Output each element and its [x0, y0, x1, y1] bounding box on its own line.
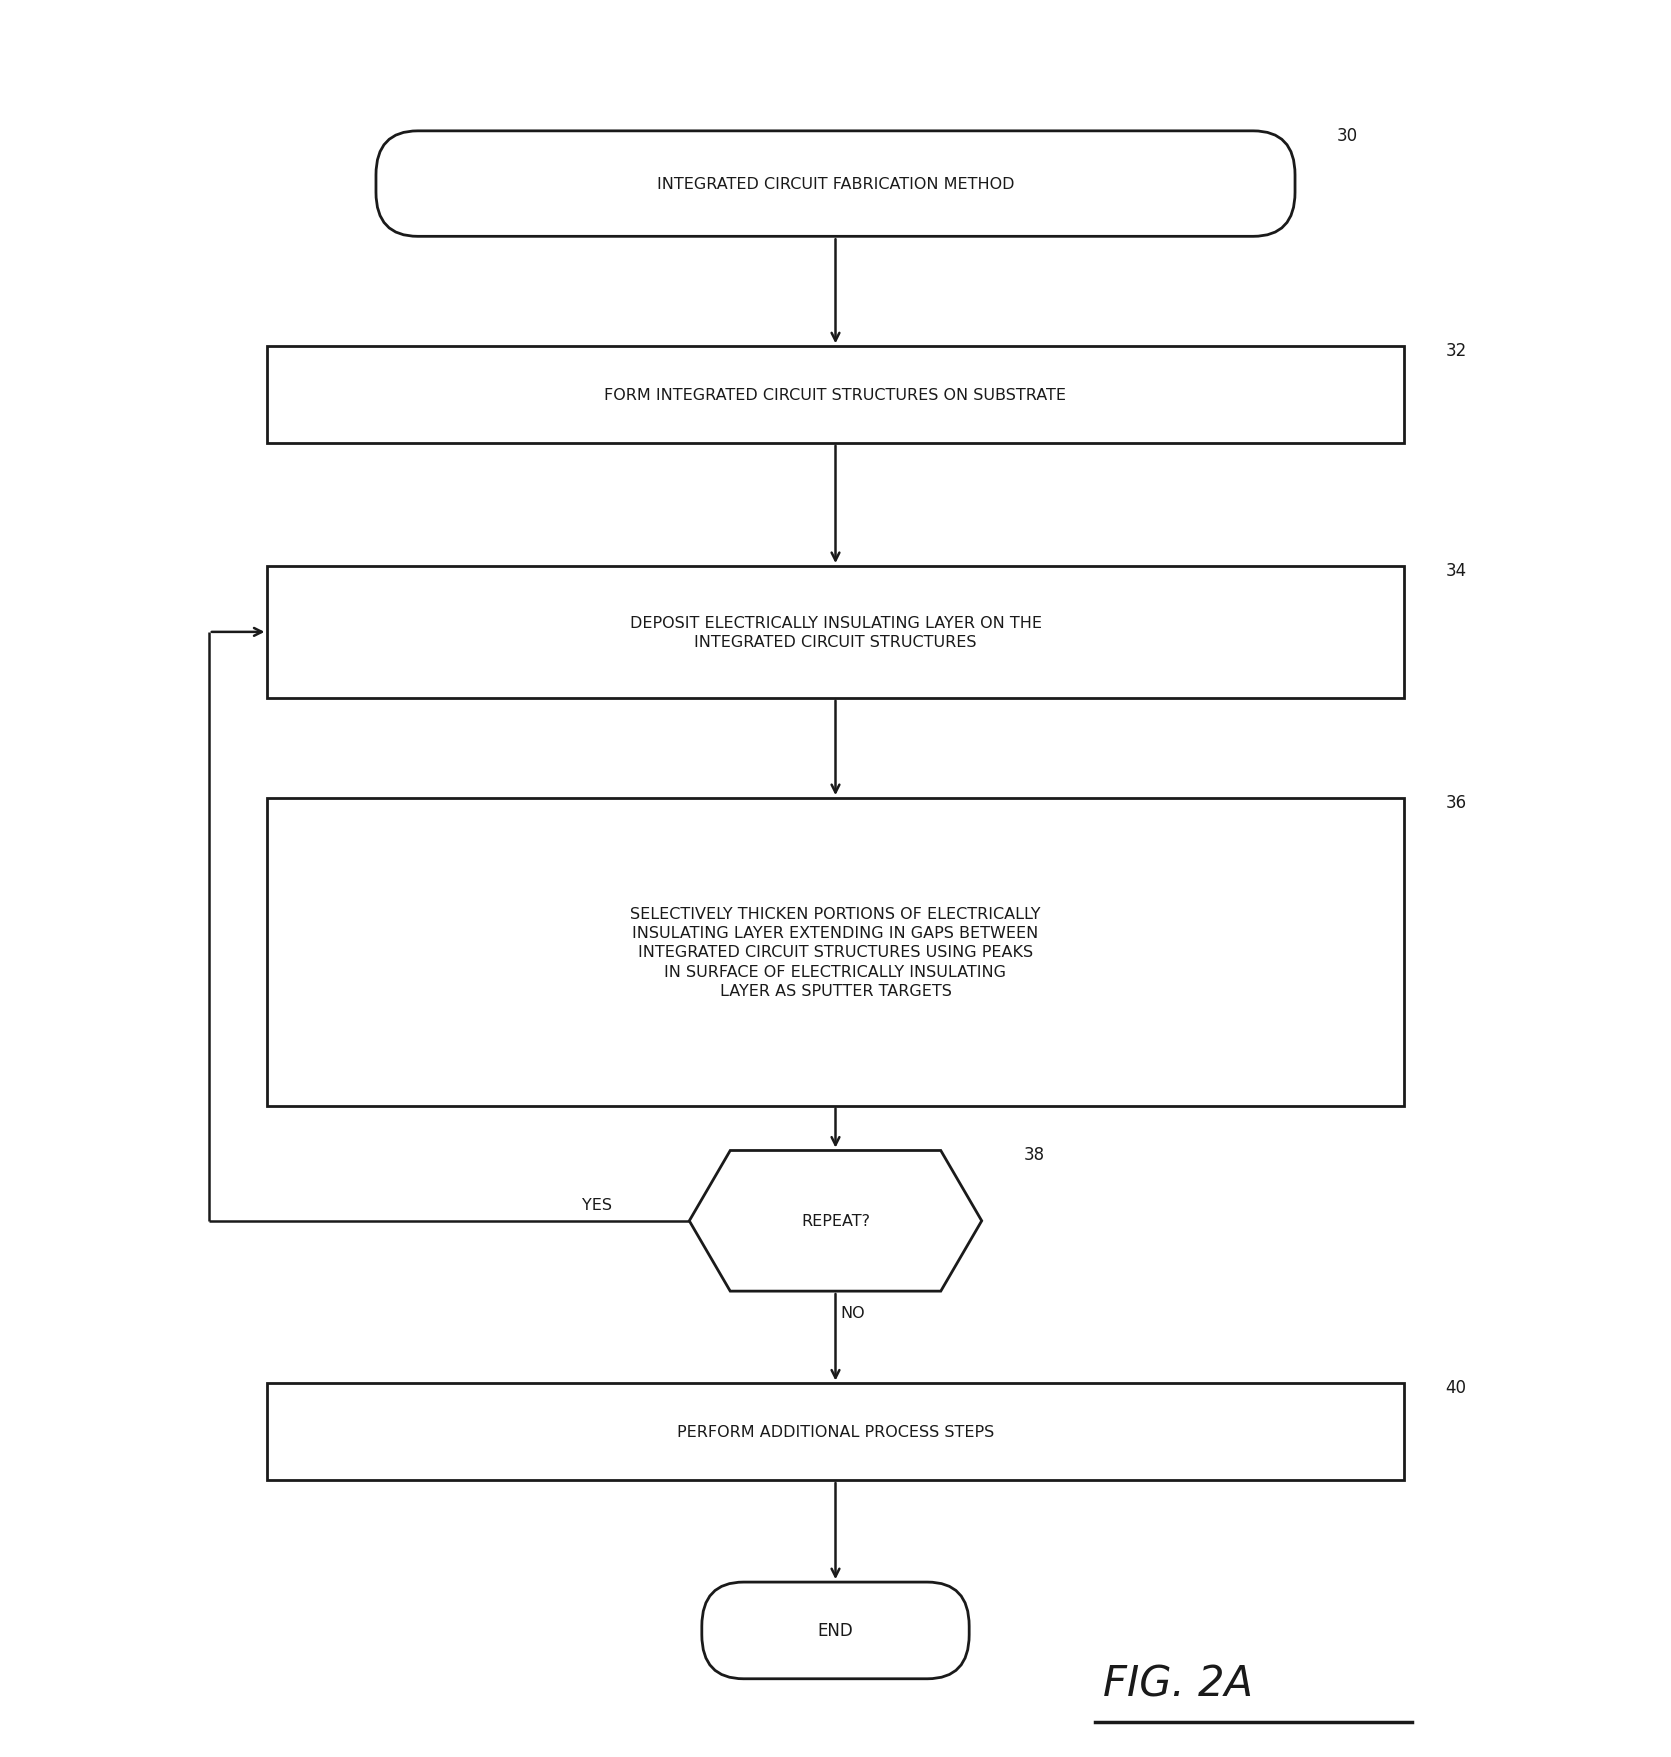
Text: 36: 36 — [1445, 794, 1467, 812]
Text: NO: NO — [841, 1305, 864, 1321]
Text: INTEGRATED CIRCUIT FABRICATION METHOD: INTEGRATED CIRCUIT FABRICATION METHOD — [657, 177, 1014, 192]
Text: 32: 32 — [1445, 341, 1467, 360]
Polygon shape — [688, 1151, 983, 1291]
Text: 40: 40 — [1445, 1377, 1467, 1397]
Bar — [267, 346, 1404, 443]
Text: 38: 38 — [1023, 1146, 1044, 1163]
Text: REPEAT?: REPEAT? — [800, 1214, 871, 1228]
Text: DEPOSIT ELECTRICALLY INSULATING LAYER ON THE
INTEGRATED CIRCUIT STRUCTURES: DEPOSIT ELECTRICALLY INSULATING LAYER ON… — [630, 615, 1041, 650]
Text: FORM INTEGRATED CIRCUIT STRUCTURES ON SUBSTRATE: FORM INTEGRATED CIRCUIT STRUCTURES ON SU… — [605, 388, 1066, 402]
Text: FIG. 2A: FIG. 2A — [1103, 1662, 1253, 1704]
FancyBboxPatch shape — [702, 1581, 969, 1680]
Text: END: END — [817, 1622, 854, 1639]
Bar — [267, 1385, 1404, 1479]
Text: 34: 34 — [1445, 562, 1467, 580]
Text: YES: YES — [583, 1197, 612, 1212]
Bar — [267, 566, 1404, 698]
FancyBboxPatch shape — [376, 132, 1295, 237]
Text: SELECTIVELY THICKEN PORTIONS OF ELECTRICALLY
INSULATING LAYER EXTENDING IN GAPS : SELECTIVELY THICKEN PORTIONS OF ELECTRIC… — [630, 907, 1041, 998]
Bar — [267, 798, 1404, 1107]
Text: PERFORM ADDITIONAL PROCESS STEPS: PERFORM ADDITIONAL PROCESS STEPS — [677, 1425, 994, 1439]
Text: 30: 30 — [1337, 127, 1359, 144]
